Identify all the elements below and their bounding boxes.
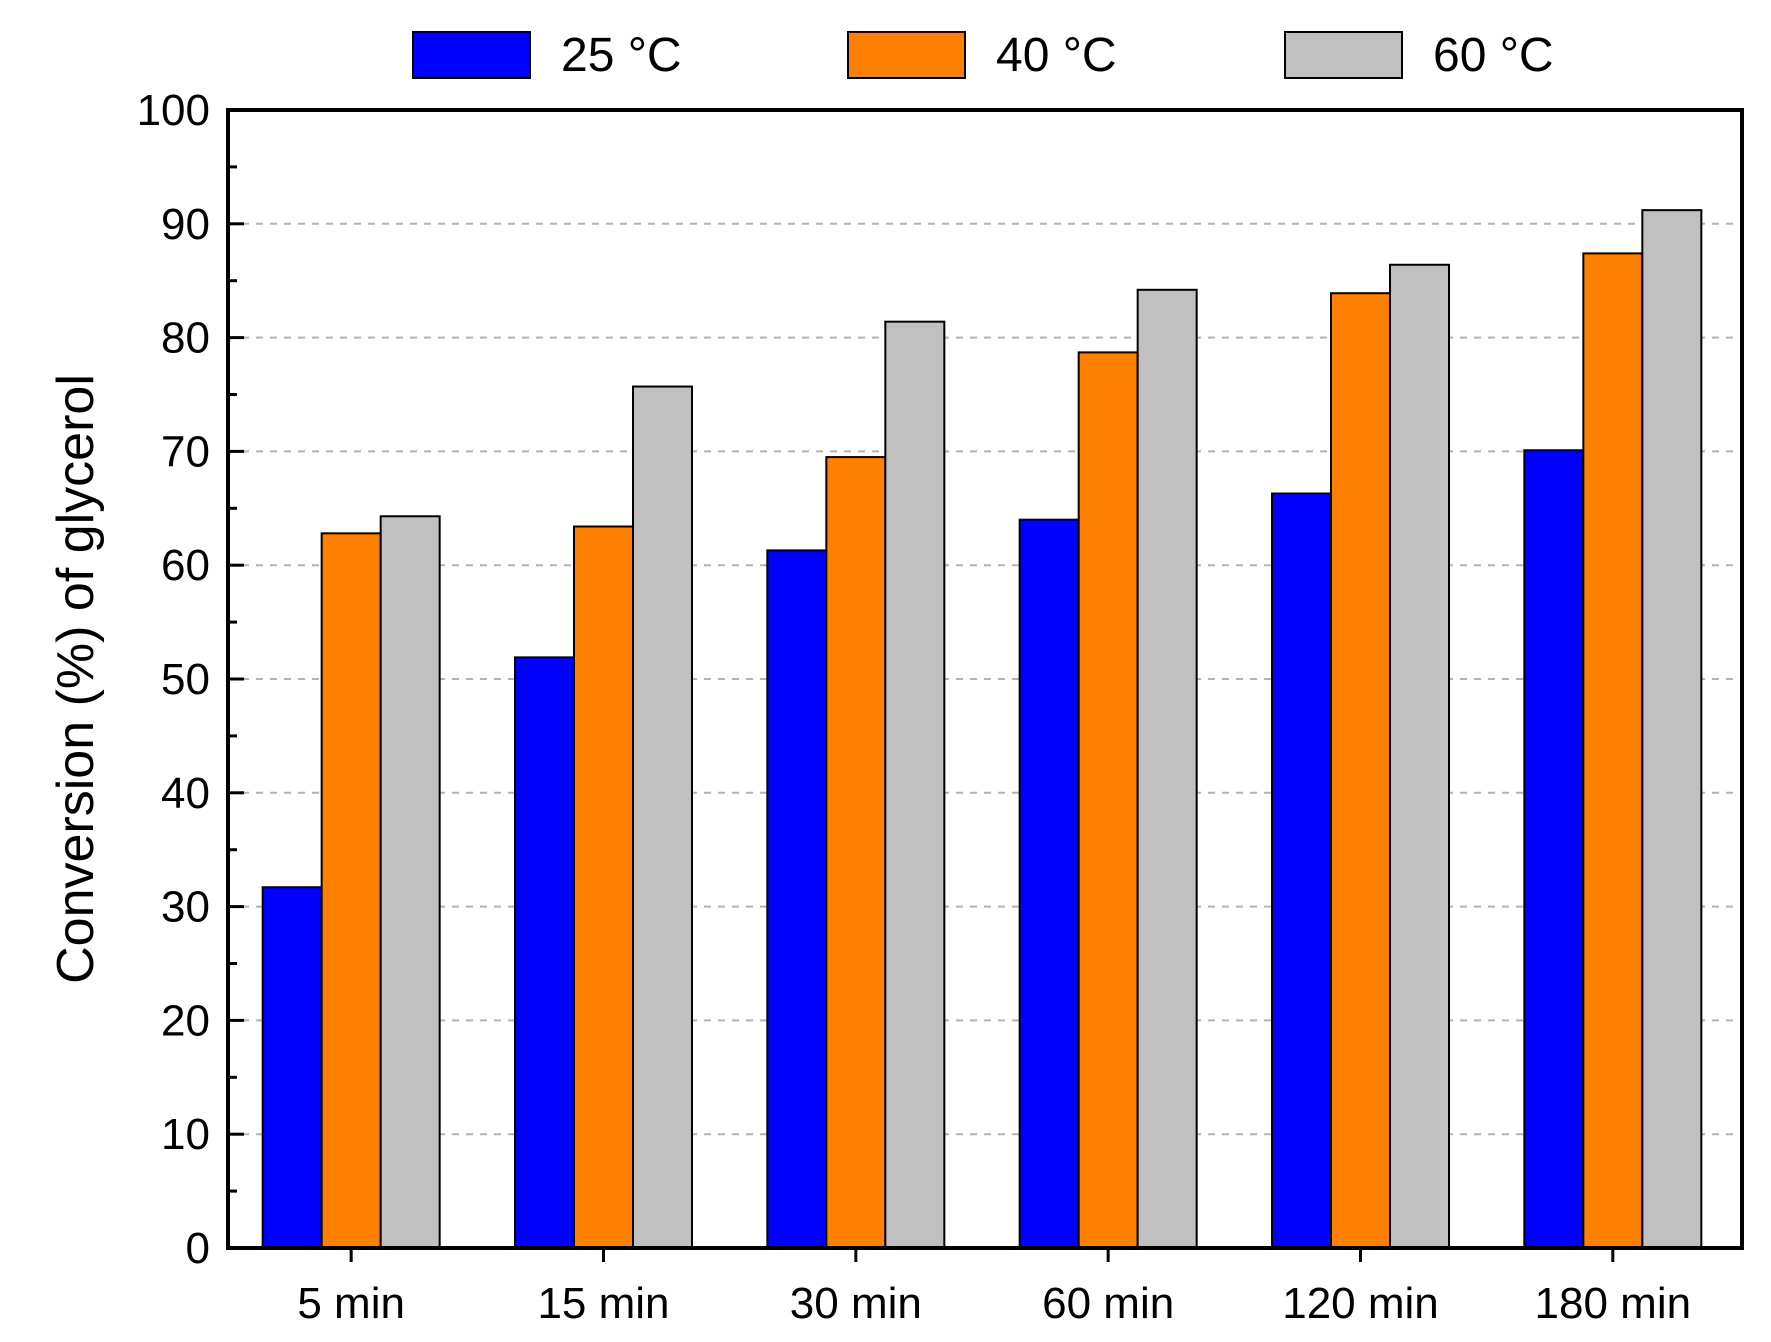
gridlines: [228, 222, 1742, 1136]
bar: [261, 886, 323, 1250]
legend: 25 °C 40 °C 60 °C: [412, 29, 1554, 82]
bar: [825, 456, 887, 1249]
y-tick-label: 80: [161, 314, 210, 363]
y-tick-label: 20: [161, 996, 210, 1045]
legend-swatch: [412, 31, 531, 79]
bar: [1641, 209, 1703, 1249]
bar: [1523, 449, 1585, 1249]
legend-swatch: [847, 31, 966, 79]
y-tick-label: 30: [161, 883, 210, 932]
x-tick-label: 60 min: [1042, 1279, 1174, 1328]
bar: [1018, 518, 1080, 1249]
y-tick-label: 0: [186, 1224, 210, 1273]
x-tick-label: 5 min: [297, 1279, 405, 1328]
bar: [1077, 351, 1139, 1250]
x-tick-label: 120 min: [1282, 1279, 1439, 1328]
bars: [261, 209, 1703, 1250]
legend-swatch: [1284, 31, 1403, 79]
bar: [884, 320, 946, 1249]
x-tick-label: 30 min: [790, 1279, 922, 1328]
y-tick-label: 70: [161, 427, 210, 476]
y-tick-label: 40: [161, 769, 210, 818]
y-tick-label: 90: [161, 200, 210, 249]
y-axis-ticks: 0 10 20 30 40 50 60 70 80 90 100: [137, 86, 244, 1273]
legend-label: 60 °C: [1433, 29, 1554, 82]
x-axis-ticks: 5 min 15 min 30 min 60 min 120 min 180 min: [297, 1248, 1691, 1328]
x-tick-label: 180 min: [1535, 1279, 1692, 1328]
y-axis-title: Conversion (%) of glycerol: [47, 374, 105, 984]
y-tick-label: 10: [161, 1110, 210, 1159]
y-tick-label: 50: [161, 655, 210, 704]
bar: [1271, 492, 1332, 1250]
bar: [766, 549, 828, 1249]
y-tick-label: 100: [137, 86, 210, 135]
bar: [1136, 288, 1198, 1249]
bar: [320, 532, 382, 1249]
bar: [1330, 292, 1391, 1249]
legend-label: 25 °C: [561, 29, 682, 82]
bar: [1389, 263, 1450, 1249]
bar: [632, 385, 693, 1249]
legend-label: 40 °C: [996, 29, 1117, 82]
bar: [573, 525, 634, 1249]
bar: [514, 656, 575, 1249]
bar: [379, 515, 441, 1249]
x-tick-label: 15 min: [537, 1279, 669, 1328]
bar: [1582, 252, 1644, 1249]
y-tick-label: 60: [161, 541, 210, 590]
